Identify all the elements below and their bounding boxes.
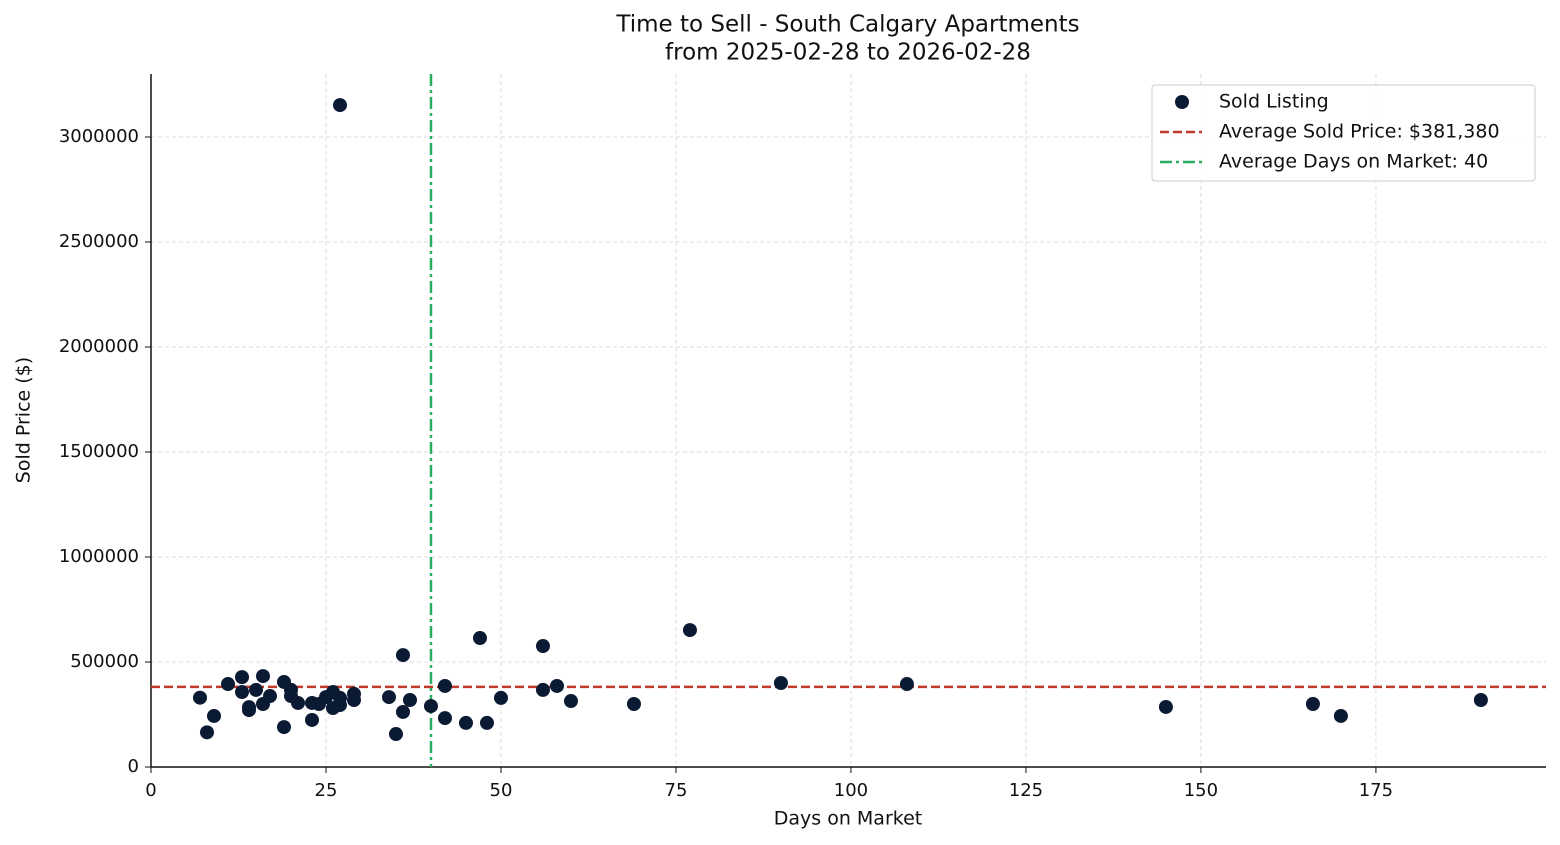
point: [479, 715, 494, 730]
point: [1158, 699, 1173, 714]
legend-marker: [1175, 95, 1189, 109]
legend-label: Sold Listing: [1219, 91, 1329, 113]
x-tick-label: 100: [834, 780, 868, 801]
point: [234, 685, 249, 700]
point: [304, 712, 319, 727]
x-tick-label: 150: [1184, 780, 1218, 801]
point: [332, 698, 347, 713]
legend-label: Average Sold Price: $381,380: [1219, 121, 1500, 143]
x-tick-label: 75: [665, 780, 688, 801]
point: [549, 678, 564, 693]
point: [899, 677, 914, 692]
point: [493, 690, 508, 705]
point: [535, 639, 550, 654]
point: [192, 690, 207, 705]
chart-subtitle: from 2025-02-28 to 2026-02-28: [665, 40, 1031, 66]
point: [472, 631, 487, 646]
point: [1305, 697, 1320, 711]
point: [1333, 708, 1348, 723]
x-axis-label: Days on Market: [774, 808, 922, 830]
point: [437, 711, 452, 726]
point: [234, 670, 249, 685]
point: [220, 677, 235, 692]
point: [458, 715, 473, 730]
point: [332, 98, 347, 113]
y-tick-label: 1500000: [59, 441, 139, 462]
point: [276, 720, 291, 735]
point: [206, 708, 221, 723]
point: [1473, 693, 1488, 708]
point: [437, 678, 452, 693]
y-tick-label: 0: [128, 756, 139, 777]
point: [402, 693, 417, 708]
point: [388, 727, 403, 742]
y-tick-label: 500000: [70, 651, 139, 672]
legend-box: [1151, 84, 1536, 182]
point: [199, 725, 214, 740]
y-tick-label: 1000000: [59, 546, 139, 567]
point: [241, 700, 256, 715]
point: [773, 676, 788, 690]
chart-title: Time to Sell - South Calgary Apartments: [615, 12, 1079, 38]
point: [395, 648, 410, 663]
point: [626, 697, 641, 711]
y-tick-label: 2000000: [59, 336, 139, 357]
x-tick-label: 50: [490, 780, 513, 801]
y-axis-label: Sold Price ($): [13, 357, 35, 483]
point: [255, 669, 270, 684]
x-tick-label: 125: [1009, 780, 1043, 801]
y-tick-label: 2500000: [59, 231, 139, 252]
point: [395, 704, 410, 719]
point: [346, 693, 361, 708]
point: [262, 689, 277, 704]
point: [563, 694, 578, 709]
point: [248, 682, 263, 697]
point: [290, 695, 305, 710]
point: [682, 623, 697, 638]
point: [535, 682, 550, 697]
x-tick-label: 25: [315, 780, 338, 801]
point: [381, 690, 396, 705]
legend-label: Average Days on Market: 40: [1219, 151, 1488, 173]
point: [423, 699, 438, 714]
y-tick-label: 3000000: [59, 126, 139, 147]
x-tick-label: 175: [1359, 780, 1393, 801]
x-tick-label: 0: [145, 780, 156, 801]
